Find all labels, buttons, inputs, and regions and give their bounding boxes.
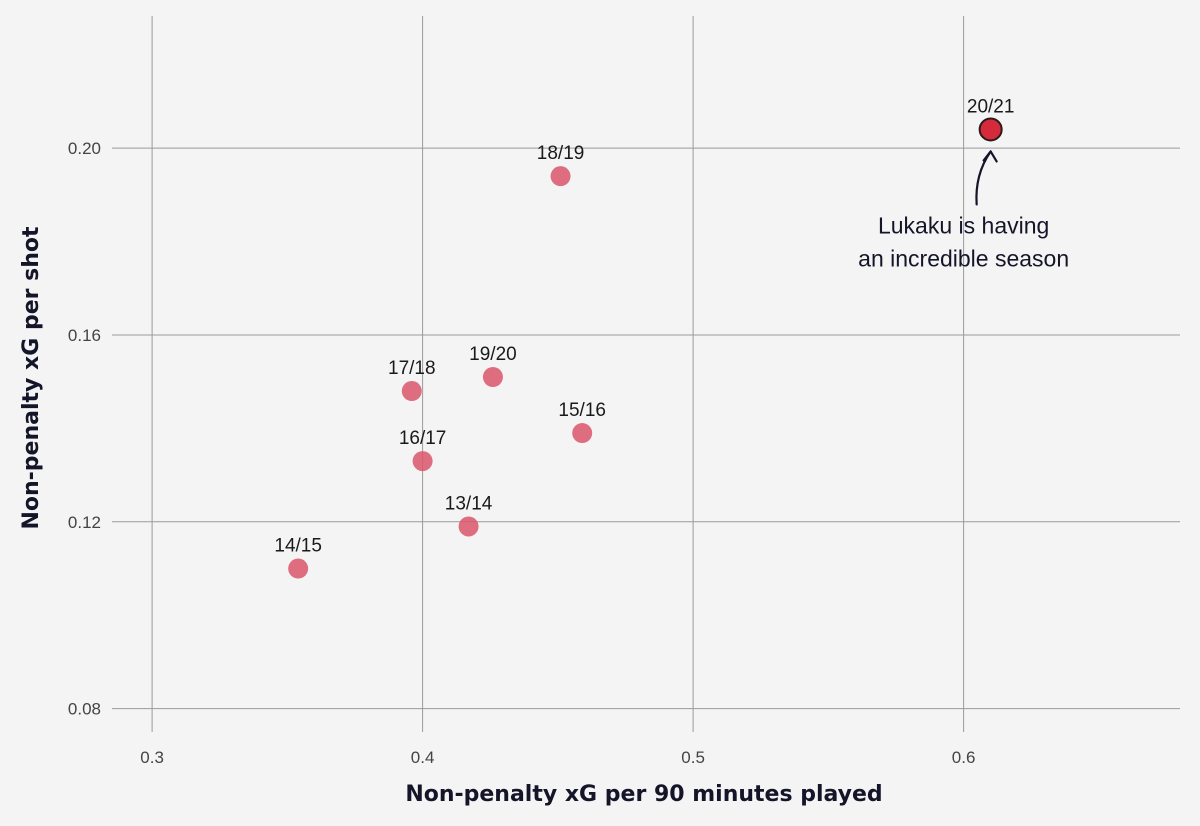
x-axis-title: Non-penalty xG per 90 minutes played bbox=[405, 782, 882, 807]
point-labels: 20/21 18/19 17/18 19/20 15/16 16/17 13/14 14/15 bbox=[274, 96, 1014, 556]
x-tick-label: 0.4 bbox=[411, 748, 435, 767]
annotation-text-line-1: Lukaku is having bbox=[878, 212, 1049, 238]
scatter-point bbox=[288, 558, 309, 579]
y-axis-title: Non-penalty xG per shot bbox=[19, 226, 44, 530]
annotation-text-line-2: an incredible season bbox=[858, 245, 1069, 271]
scatter-point bbox=[401, 381, 422, 402]
point-label: 14/15 bbox=[274, 536, 322, 557]
point-label: 13/14 bbox=[445, 493, 493, 514]
scatter-point bbox=[482, 367, 503, 388]
annotation: Lukaku is having an incredible season bbox=[858, 150, 1069, 271]
tick-labels: 0.3 0.4 0.5 0.6 0.08 0.12 0.16 0.20 bbox=[68, 139, 976, 767]
point-label: 20/21 bbox=[967, 96, 1015, 117]
annotation-arrowhead bbox=[982, 150, 998, 163]
scatter-point bbox=[550, 166, 571, 187]
point-label: 17/18 bbox=[388, 358, 436, 379]
scatter-point bbox=[412, 451, 433, 472]
point-label: 19/20 bbox=[469, 344, 517, 365]
x-tick-label: 0.5 bbox=[681, 748, 705, 767]
y-tick-label: 0.16 bbox=[68, 326, 101, 345]
point-label: 15/16 bbox=[558, 400, 606, 421]
data-points bbox=[288, 117, 1003, 579]
y-tick-label: 0.08 bbox=[68, 700, 101, 719]
point-label: 18/19 bbox=[537, 143, 585, 164]
grid bbox=[112, 16, 1180, 732]
y-tick-label: 0.12 bbox=[68, 513, 101, 532]
scatter-point bbox=[572, 423, 593, 444]
y-tick-label: 0.20 bbox=[68, 139, 101, 158]
point-label: 16/17 bbox=[399, 428, 447, 449]
x-tick-label: 0.3 bbox=[140, 748, 164, 767]
scatter-point bbox=[458, 516, 479, 537]
x-tick-label: 0.6 bbox=[952, 748, 976, 767]
highlight-point bbox=[978, 117, 1003, 142]
